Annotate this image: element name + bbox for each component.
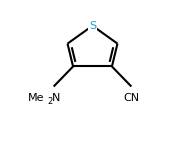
Text: S: S	[89, 21, 96, 31]
Text: 2: 2	[47, 97, 52, 106]
Text: N: N	[52, 93, 60, 103]
Text: CN: CN	[123, 93, 139, 103]
Text: Me: Me	[28, 93, 44, 103]
